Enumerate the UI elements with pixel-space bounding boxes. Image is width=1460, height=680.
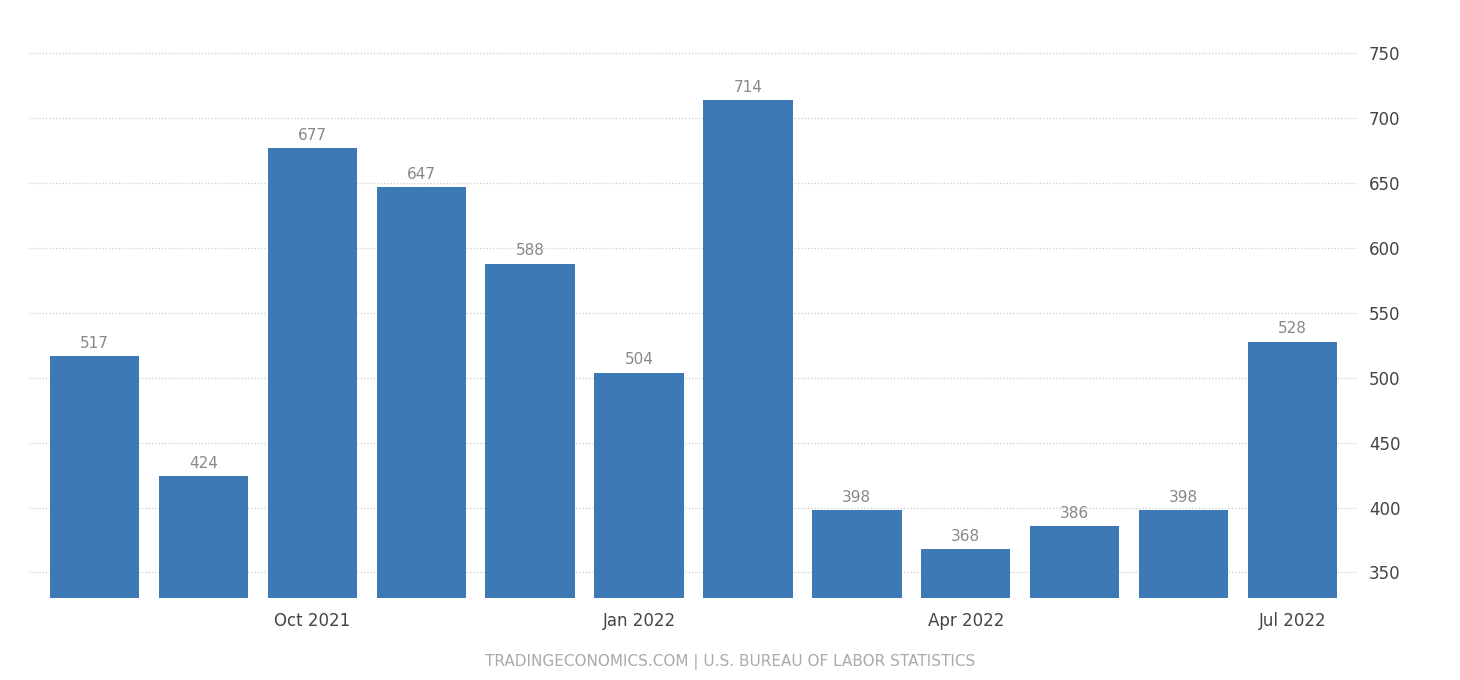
Text: 386: 386	[1060, 505, 1089, 521]
Text: 424: 424	[188, 456, 218, 471]
Bar	[377, 187, 466, 598]
Text: 398: 398	[1169, 490, 1199, 505]
Text: 588: 588	[515, 243, 545, 258]
Bar	[1248, 341, 1337, 598]
Text: 528: 528	[1278, 322, 1307, 337]
Bar	[704, 100, 793, 598]
Bar	[594, 373, 683, 598]
Bar	[1029, 526, 1120, 598]
Text: 714: 714	[733, 80, 762, 95]
Bar	[267, 148, 358, 598]
Bar	[1139, 510, 1228, 598]
Text: 368: 368	[952, 529, 980, 544]
Text: TRADINGECONOMICS.COM | U.S. BUREAU OF LABOR STATISTICS: TRADINGECONOMICS.COM | U.S. BUREAU OF LA…	[485, 653, 975, 670]
Text: 677: 677	[298, 128, 327, 143]
Text: 504: 504	[625, 352, 654, 367]
Text: 647: 647	[407, 167, 435, 182]
Bar	[159, 477, 248, 598]
Bar	[50, 356, 139, 598]
Text: 517: 517	[80, 336, 110, 351]
Bar	[486, 264, 575, 598]
Bar	[812, 510, 901, 598]
Bar	[921, 549, 1010, 598]
Text: 398: 398	[842, 490, 872, 505]
